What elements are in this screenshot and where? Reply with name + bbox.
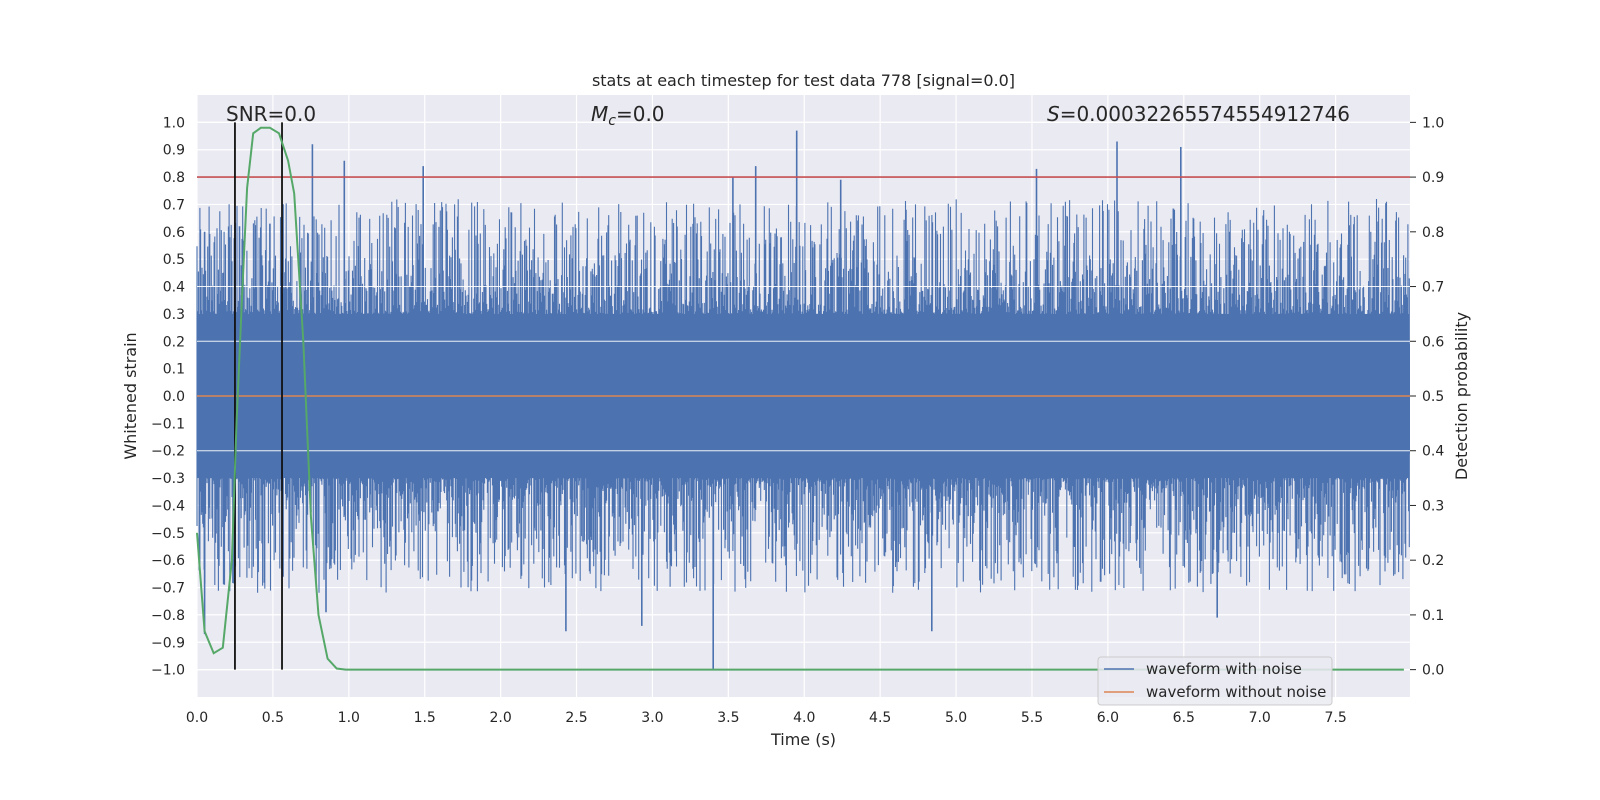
x-tick-label: 5.0 <box>945 710 967 726</box>
y-tick-label: 0.2 <box>163 334 185 350</box>
y2-tick-label: 0.6 <box>1422 334 1444 350</box>
y2-tick-label: 0.1 <box>1422 608 1444 624</box>
y-tick-label: −1.0 <box>151 663 185 679</box>
chirp-mass-symbol: M <box>591 102 608 126</box>
chirp-mass-value: =0.0 <box>616 102 665 126</box>
y-tick-label: −0.9 <box>151 635 185 651</box>
y-tick-label: 0.7 <box>163 197 185 213</box>
y-tick-label: 0.1 <box>163 362 185 378</box>
y-tick-label: −0.8 <box>151 608 185 624</box>
y-tick-label: −0.2 <box>151 444 185 460</box>
y2-tick-label: 0.5 <box>1422 389 1444 405</box>
y-tick-label: 0.4 <box>163 280 185 296</box>
chart-title: stats at each timestep for test data 778… <box>592 71 1015 90</box>
legend-box <box>1097 656 1333 706</box>
y2-axis-label: Detection probability <box>1452 312 1471 480</box>
y-tick-label: 0.6 <box>163 225 185 241</box>
x-tick-label: 5.5 <box>1021 710 1043 726</box>
tick-labels: 0.0 0.5 1.0 1.5 2.0 2.5 3.0 3.5 4.0 4.5 5.0 5.5 6.0 6… <box>151 115 1444 726</box>
chirp-mass-annotation: Mc=0.0 <box>591 102 665 129</box>
y2-tick-label: 0.7 <box>1422 280 1444 296</box>
y-tick-label: −0.3 <box>151 471 185 487</box>
y-tick-label: 0.8 <box>163 170 185 186</box>
y-tick-label: −0.7 <box>151 581 185 597</box>
y-tick-label: 0.0 <box>163 389 185 405</box>
x-tick-label: 3.0 <box>641 710 663 726</box>
s-statistic-symbol: S <box>1047 102 1060 126</box>
y2-tick-label: 0.9 <box>1422 170 1444 186</box>
x-tick-label: 1.0 <box>338 710 360 726</box>
x-tick-label: 1.5 <box>414 710 436 726</box>
y2-tick-label: 0.2 <box>1422 553 1444 569</box>
x-tick-label: 4.0 <box>793 710 815 726</box>
x-tick-label: 7.0 <box>1249 710 1271 726</box>
y-axis-label: Whitened strain <box>121 332 140 459</box>
x-tick-label: 6.0 <box>1097 710 1119 726</box>
x-axis-label: Time (s) <box>770 730 836 749</box>
s-statistic-value: =0.00032265574554912746 <box>1060 102 1350 126</box>
detection-probability-line <box>196 126 1404 671</box>
x-tick-label: 0.5 <box>262 710 284 726</box>
x-tick-label: 7.5 <box>1324 710 1346 726</box>
s-statistic-annotation: S=0.00032265574554912746 <box>1047 102 1350 126</box>
snr-annotation: SNR=0.0 <box>226 102 316 126</box>
legend-label-clean: waveform without noise <box>1146 683 1326 701</box>
x-tick-label: 2.5 <box>565 710 587 726</box>
x-tick-label: 3.5 <box>717 710 739 726</box>
y2-tick-label: 0.4 <box>1422 444 1444 460</box>
x-tick-label: 0.0 <box>186 710 208 726</box>
y-tick-label: −0.5 <box>151 526 185 542</box>
y2-tick-label: 1.0 <box>1422 115 1444 131</box>
y2-tick-label: 0.3 <box>1422 498 1444 514</box>
y2-tick-label: 0.0 <box>1422 663 1444 679</box>
chirp-mass-subscript: c <box>608 113 616 129</box>
legend: waveform with noise waveform without noi… <box>1097 656 1333 706</box>
x-tick-label: 4.5 <box>869 710 891 726</box>
y2-tick-label: 0.8 <box>1422 225 1444 241</box>
x-tick-label: 2.0 <box>489 710 511 726</box>
legend-label-noisy: waveform with noise <box>1146 660 1302 678</box>
noisy-waveform <box>196 130 1410 670</box>
x-tick-label: 6.5 <box>1173 710 1195 726</box>
y-tick-label: 0.9 <box>163 143 185 159</box>
y-tick-label: 0.3 <box>163 307 185 323</box>
y-tick-label: 0.5 <box>163 252 185 268</box>
y-tick-label: 1.0 <box>163 115 185 131</box>
chart-lines <box>196 122 1410 671</box>
y-tick-label: −0.6 <box>151 553 185 569</box>
y-tick-label: −0.1 <box>151 416 185 432</box>
y-tick-label: −0.4 <box>151 498 185 514</box>
